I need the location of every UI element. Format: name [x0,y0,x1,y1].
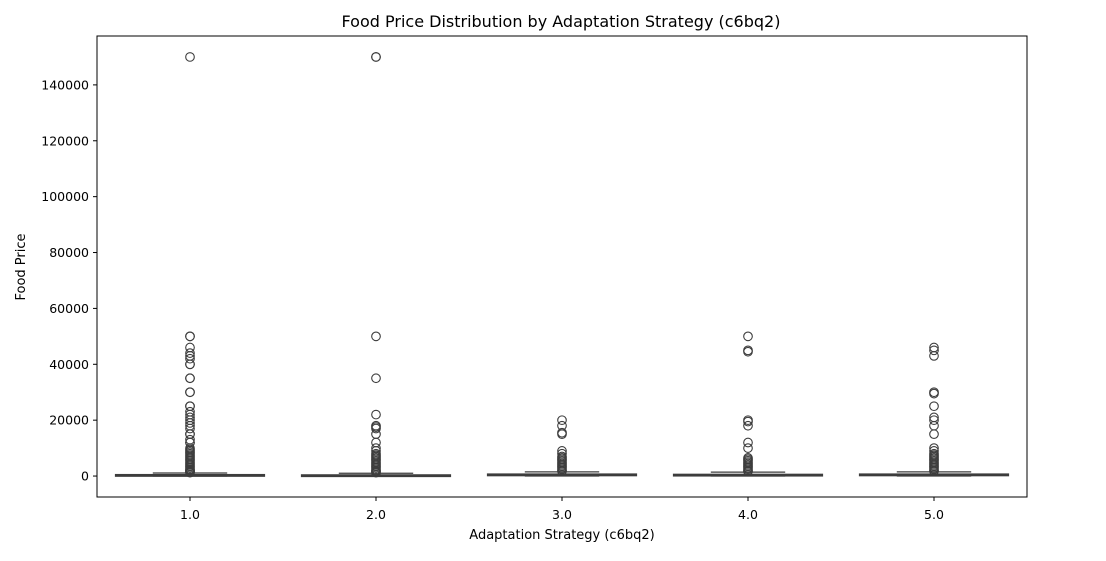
x-tick-label: 5.0 [924,507,944,522]
outlier-point [743,437,753,448]
x-tick-label: 1.0 [180,507,200,522]
y-axis-label: Food Price [14,233,29,300]
y-tick-label: 0 [81,469,89,484]
outlier-point [743,420,753,431]
outlier-point [929,466,939,476]
outlier-point [371,467,381,478]
outlier-point [743,443,753,453]
outlier-point [929,345,939,356]
outlier-point [185,348,195,358]
outlier-point [185,331,195,342]
outlier-point [371,331,381,342]
outlier-point [557,415,567,426]
y-tick-label: 120000 [41,133,89,148]
outlier-point [185,373,195,384]
x-axis-label: Adaptation Strategy (c6bq2) [469,528,654,543]
outlier-point [743,346,753,357]
x-tick-label: 3.0 [552,507,572,522]
outlier-point [371,409,381,420]
outlier-point [743,331,753,342]
plot-frame [96,35,1028,498]
outlier-point [185,359,195,370]
outlier-point [929,420,939,431]
y-tick-label: 80000 [49,245,89,260]
outlier-point [185,353,195,364]
x-tick-label: 4.0 [738,507,758,522]
plot-area: 0 20000 40000 60000 80000 100000 120000 140000 1… [41,52,1010,522]
outlier-point [743,416,753,427]
y-tick-label: 100000 [41,189,89,204]
outlier-point [185,387,195,398]
outlier-point [185,52,195,62]
outlier-point [185,467,195,478]
outlier-point [371,423,381,434]
outlier-point [371,52,381,62]
outlier-point [929,401,939,412]
y-tick-label: 60000 [49,301,89,316]
y-tick-label: 140000 [41,77,89,92]
outlier-point [929,429,939,439]
outlier-point [929,415,939,426]
y-tick-label: 20000 [49,413,89,428]
y-tick-label: 40000 [49,357,89,372]
outlier-point [743,466,753,477]
outlier-point [185,423,195,434]
outlier-point [557,429,567,439]
chart-title: Food Price Distribution by Adaptation St… [342,12,781,31]
outlier-point [929,388,939,399]
outlier-point [557,466,567,476]
outlier-point [185,418,195,428]
outlier-point [929,351,939,361]
outlier-point [371,373,381,384]
x-tick-label: 2.0 [366,507,386,522]
